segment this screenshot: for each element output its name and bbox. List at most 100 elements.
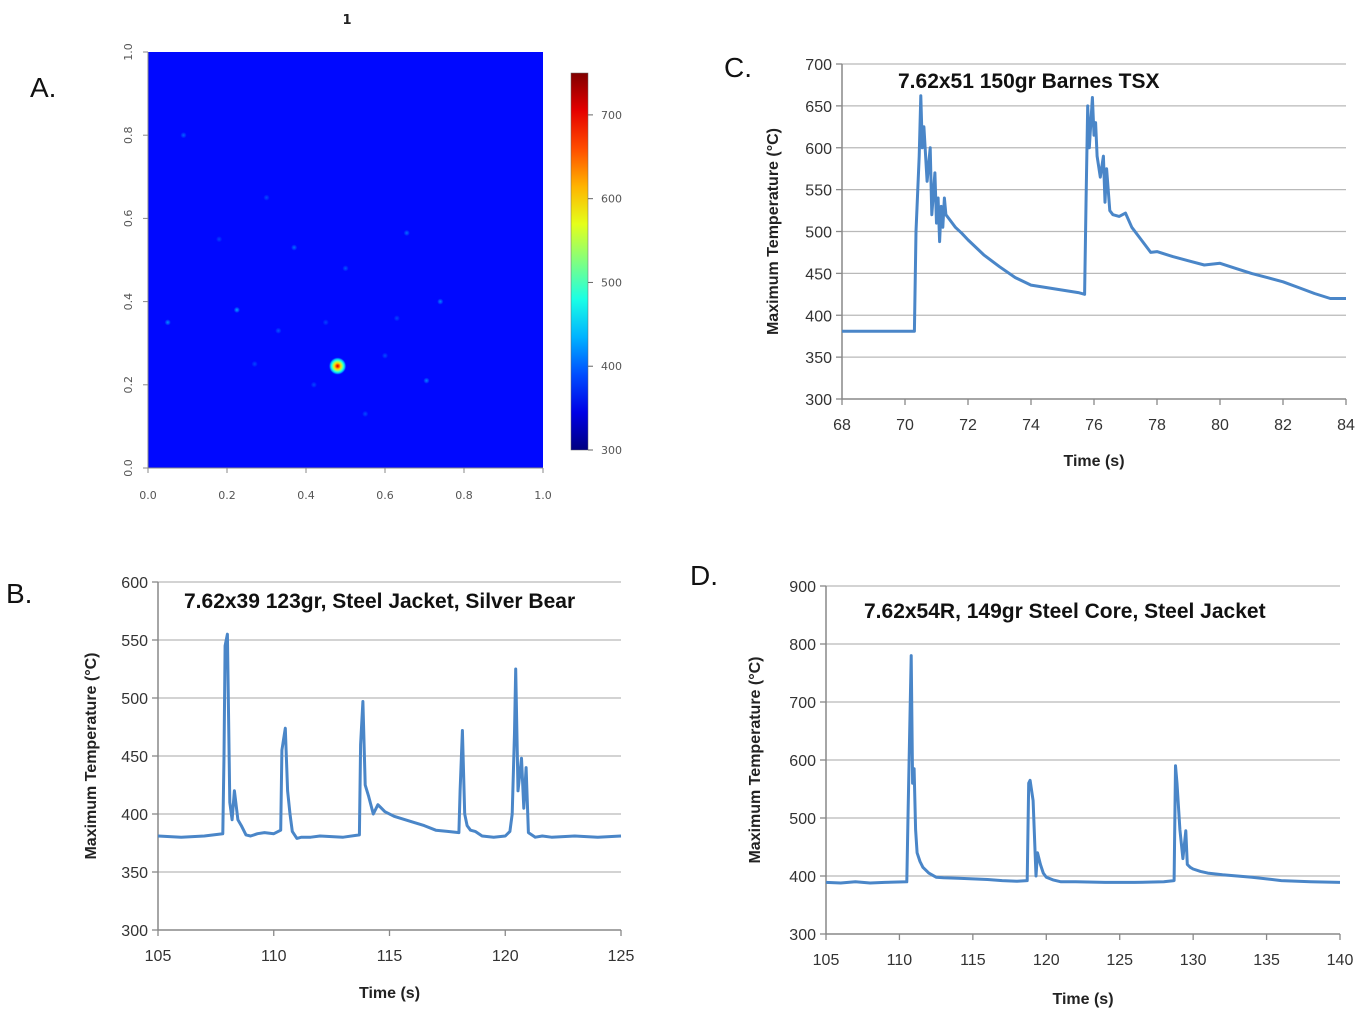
heatmap-hotspot (423, 377, 430, 384)
y-tick-label: 400 (121, 807, 148, 824)
y-tick-label: 550 (805, 183, 832, 200)
y-axis-title: Maximum Temperature (°C) (83, 652, 100, 859)
colorbar (570, 72, 589, 451)
x-tick-label: 72 (959, 417, 977, 434)
heatmap-hotspot (362, 410, 369, 418)
heatmap-hotspot (403, 229, 410, 237)
x-tick-label: 70 (896, 417, 914, 434)
y-tick-label: 800 (789, 637, 816, 654)
panel-letter-d: D. (690, 560, 718, 591)
x-tick-label: 110 (887, 952, 913, 969)
x-tick-label: 120 (1033, 952, 1060, 969)
heatmap-hotspot (393, 315, 401, 322)
heatmap-title: 1 (342, 13, 351, 28)
x-tick-label: 130 (1180, 952, 1207, 969)
x-tick-label: 76 (1085, 417, 1103, 434)
heatmap-y-tick-label: 1.0 (122, 43, 135, 61)
heatmap-hotspot (381, 352, 389, 359)
heatmap-hotspot (437, 298, 444, 305)
y-tick-label: 500 (789, 811, 816, 828)
heatmap-x-tick-label: 0.6 (376, 489, 394, 502)
x-tick-label: 110 (261, 948, 287, 965)
y-tick-label: 600 (121, 575, 148, 592)
heatmap-hotspot (342, 265, 349, 272)
chart-title: 7.62x39 123gr, Steel Jacket, Silver Bear (184, 590, 575, 613)
heatmap-x-tick-label: 0.4 (297, 489, 315, 502)
x-axis-title: Time (s) (1052, 991, 1113, 1008)
heatmap-hotspot (164, 319, 171, 326)
y-tick-label: 400 (805, 308, 832, 325)
panel-letter-c: C. (724, 52, 752, 83)
chart-c: 300 350 400 450 500 550 600 650 700 68 70 72 74 76 78 8… (765, 57, 1355, 470)
x-tick-label: 82 (1274, 417, 1292, 434)
y-tick-label: 650 (805, 99, 832, 116)
heatmap-panel: 1 0.0 0.2 0.4 0.6 0.8 1.0 0.0 0.2 0.4 0.6 0.8 1.0 300… (122, 13, 622, 502)
heatmap-hotspot (275, 327, 282, 334)
heatmap-background (148, 52, 543, 468)
chart-title: 7.62x51 150gr Barnes TSX (898, 70, 1160, 93)
y-tick-label: 700 (805, 57, 832, 74)
y-tick-label: 550 (121, 633, 148, 650)
colorbar-tick-label: 400 (601, 360, 622, 373)
y-tick-label: 300 (121, 923, 148, 940)
y-tick-label: 450 (805, 266, 832, 283)
y-tick-label: 600 (805, 141, 832, 158)
series-line (157, 632, 622, 840)
heatmap-hotspot (251, 360, 258, 368)
y-tick-label: 700 (789, 695, 816, 712)
chart-d: 300 400 500 600 700 800 900 105 110 115 120 125 130 1… (747, 579, 1353, 1008)
y-tick-label: 450 (121, 749, 148, 766)
y-axis-title: Maximum Temperature (°C) (765, 128, 782, 335)
colorbar-tick-label: 500 (601, 276, 622, 289)
x-axis-title: Time (s) (359, 985, 420, 1002)
heatmap-x-tick-label: 0.0 (139, 489, 157, 502)
heatmap-hotspot (322, 319, 329, 326)
panel-letter-a: A. (30, 72, 57, 103)
y-tick-label: 900 (789, 579, 816, 596)
x-tick-label: 105 (813, 952, 840, 969)
x-tick-label: 135 (1253, 952, 1280, 969)
heatmap-y-tick-label: 0.4 (122, 293, 135, 311)
chart-b: 300 350 400 450 500 550 600 105 110 115 120 125 7.62… (83, 575, 634, 1002)
x-tick-label: 120 (492, 948, 519, 965)
x-tick-label: 78 (1148, 417, 1166, 434)
y-tick-label: 400 (789, 869, 816, 886)
heatmap-hotspot (263, 194, 270, 201)
heatmap-hotspot (215, 236, 223, 243)
x-tick-label: 80 (1211, 417, 1229, 434)
y-axis-title: Maximum Temperature (°C) (747, 656, 764, 863)
y-tick-label: 300 (789, 927, 816, 944)
heatmap-x-tick-label: 0.2 (218, 489, 236, 502)
x-tick-label: 115 (960, 952, 986, 969)
y-tick-label: 500 (805, 225, 832, 242)
y-tick-label: 300 (805, 392, 832, 409)
x-axis-title: Time (s) (1063, 453, 1124, 470)
heatmap-hotspot (328, 357, 347, 376)
heatmap-y-tick-label: 0.6 (122, 210, 135, 228)
heatmap-hotspot (233, 306, 241, 314)
x-tick-label: 84 (1337, 417, 1355, 434)
heatmap-y-tick-label: 0.2 (122, 376, 135, 394)
x-tick-label: 74 (1022, 417, 1040, 434)
colorbar-tick-label: 300 (601, 444, 622, 457)
series-line (825, 654, 1341, 885)
x-tick-label: 125 (608, 948, 635, 965)
colorbar-tick-label: 700 (601, 109, 622, 122)
heatmap-hotspot (180, 132, 187, 139)
heatmap-x-tick-label: 0.8 (455, 489, 473, 502)
x-tick-label: 140 (1327, 952, 1354, 969)
x-tick-label: 105 (145, 948, 172, 965)
colorbar-tick-label: 600 (601, 193, 622, 206)
series-line (842, 94, 1346, 333)
y-tick-label: 350 (805, 350, 832, 367)
heatmap-hotspot (290, 244, 298, 251)
heatmap-x-tick-label: 1.0 (534, 489, 552, 502)
x-tick-label: 115 (377, 948, 403, 965)
heatmap-y-tick-label: 0.0 (122, 459, 135, 477)
heatmap-hotspot (310, 381, 318, 388)
heatmap-y-tick-label: 0.8 (122, 126, 135, 144)
panel-letter-b: B. (6, 578, 33, 609)
x-tick-label: 125 (1106, 952, 1133, 969)
chart-title: 7.62x54R, 149gr Steel Core, Steel Jacket (864, 600, 1266, 623)
